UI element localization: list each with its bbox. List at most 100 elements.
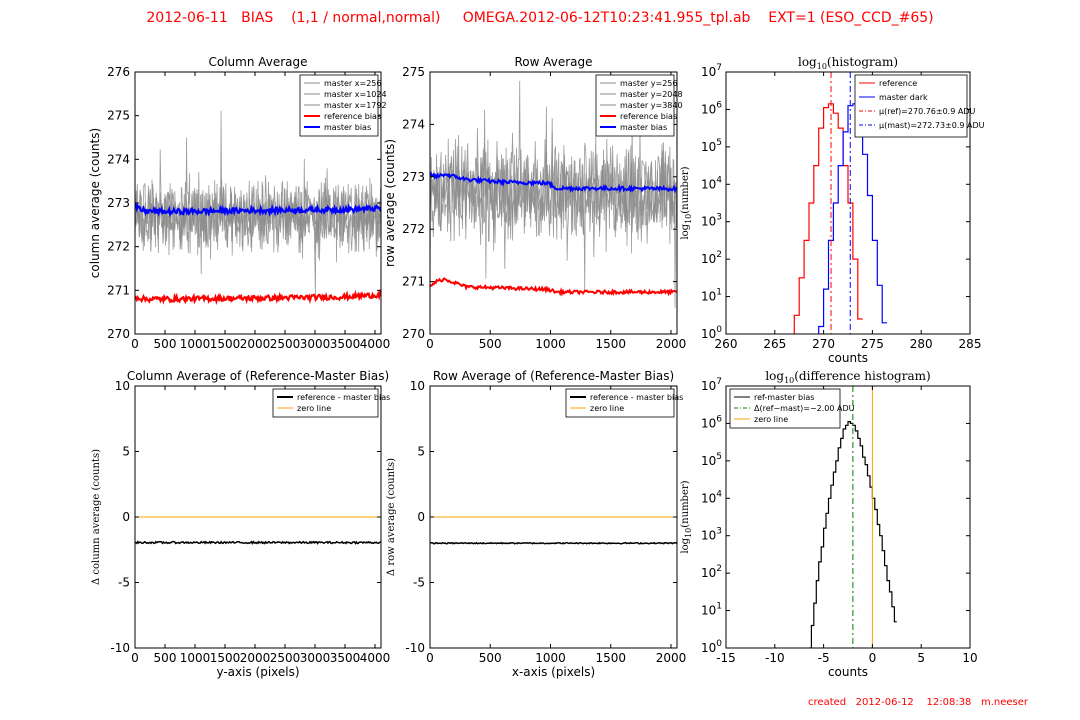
legend-label: reference bias: [620, 112, 677, 121]
x-tick-label: 500: [154, 337, 177, 351]
y-tick-label: -10: [110, 641, 130, 655]
legend-label: zero line: [590, 404, 624, 413]
y-tick-label: 106: [701, 100, 722, 116]
x-tick-label: 3500: [330, 337, 361, 351]
panel-diff_hist: -15 -10 -5 0 5 10 100 101 102 103 104 105 106 107 log1…: [680, 369, 978, 679]
x-tick-label: 0: [426, 651, 434, 665]
series-master-dark: [818, 103, 887, 334]
y-axis-label: log10(number): [680, 166, 693, 239]
x-tick-label: 4000: [360, 337, 391, 351]
x-tick-label: 1000: [535, 651, 566, 665]
y-tick-label: 10: [115, 379, 130, 393]
legend-box: [272, 388, 379, 418]
y-tick-label: 272: [107, 240, 130, 254]
y-tick-label: 102: [701, 250, 722, 266]
y-tick-label: 0: [122, 510, 130, 524]
y-tick-label: 107: [701, 377, 722, 393]
x-tick-label: 3000: [300, 651, 331, 665]
x-tick-label: 500: [479, 337, 502, 351]
plot-frame: [429, 71, 678, 335]
panel-col_diff: 0 500 1000 1500 2000 2500 3000 3500 4000 -10 -5 0 5 1…: [91, 369, 390, 679]
x-tick-label: 270: [812, 337, 835, 351]
series-reference-master-bias: [430, 541, 677, 545]
panel-title: Row Average: [514, 55, 592, 69]
y-tick-label: 10: [410, 379, 425, 393]
x-axis-label: y-axis (pixels): [216, 665, 299, 679]
x-tick-label: 0: [131, 337, 139, 351]
y-axis-label: Δ column average (counts): [91, 449, 102, 585]
series-master-x-1792: [135, 149, 381, 260]
panel-log_hist: 260 265 270 275 280 285 100 101 102 103 104 105 106 1…: [680, 55, 985, 365]
legend-label: μ(mast)=272.73±0.9 ADU: [879, 121, 985, 130]
legend-box: [854, 74, 968, 138]
y-tick-label: 104: [701, 489, 722, 505]
x-tick-label: 1500: [210, 651, 241, 665]
x-tick-label: 265: [763, 337, 786, 351]
panel-row_diff: 0 500 1000 1500 2000 -10 -5 0 5 10 Row Average of …: [386, 369, 686, 679]
y-tick-label: 273: [107, 196, 130, 210]
panel-col_avg: 0 500 1000 1500 2000 2500 3000 3500 4000 270 271 27…: [88, 55, 390, 351]
y-tick-label: 271: [107, 283, 130, 297]
legend-label: Δ(ref−mast)=−2.00 ADU: [754, 404, 855, 413]
x-tick-label: 0: [869, 651, 877, 665]
y-tick-label: 274: [107, 152, 130, 166]
y-tick-label: 275: [402, 65, 425, 79]
panel-title: log10(difference histogram): [765, 369, 930, 385]
x-tick-label: 0: [426, 337, 434, 351]
y-tick-label: 101: [701, 288, 722, 304]
y-tick-label: -5: [118, 576, 130, 590]
y-axis-label: Δ row average (counts): [386, 458, 397, 576]
series-master-bias: [430, 171, 677, 194]
x-tick-label: 1000: [180, 651, 211, 665]
legend-label: master x=1024: [324, 90, 387, 99]
y-tick-label: 275: [107, 109, 130, 123]
panel-title: Column Average: [208, 55, 307, 69]
panel-row_avg: 0 500 1000 1500 2000 270 271 272 273 274 275 Row Av…: [383, 55, 686, 351]
x-tick-label: 260: [715, 337, 738, 351]
x-tick-label: 2000: [656, 337, 687, 351]
y-tick-label: 272: [402, 222, 425, 236]
legend-label: μ(ref)=270.76±0.9 ADU: [879, 107, 975, 116]
y-tick-label: 100: [701, 639, 722, 655]
y-tick-label: 106: [701, 414, 722, 430]
plot-frame: [725, 385, 971, 649]
y-tick-label: 103: [701, 527, 722, 543]
x-tick-label: -10: [765, 651, 785, 665]
x-tick-label: 280: [910, 337, 933, 351]
y-tick-label: 5: [122, 445, 130, 459]
x-tick-label: -5: [818, 651, 830, 665]
y-tick-label: 104: [701, 175, 722, 191]
legend-label: master y=3840: [620, 101, 683, 110]
x-tick-label: 285: [959, 337, 982, 351]
y-tick-label: 270: [107, 327, 130, 341]
legend-label: master bias: [324, 123, 371, 132]
plot-area: [809, 386, 897, 648]
legend: reference - master bias zero line: [565, 388, 683, 418]
x-tick-label: 5: [917, 651, 925, 665]
y-tick-label: 276: [107, 65, 130, 79]
legend-label: master bias: [620, 123, 667, 132]
y-tick-label: 271: [402, 275, 425, 289]
legend-label: reference: [879, 79, 917, 88]
y-tick-label: 5: [417, 445, 425, 459]
x-tick-label: 4000: [360, 651, 391, 665]
y-tick-label: 105: [701, 452, 722, 468]
legend-label: zero line: [297, 404, 331, 413]
series-master-bias: [135, 202, 381, 218]
legend-label: reference bias: [324, 112, 381, 121]
series-reference: [793, 103, 863, 334]
x-tick-label: 2000: [656, 651, 687, 665]
plot-area: [430, 80, 677, 308]
legend-label: zero line: [754, 415, 788, 424]
x-tick-label: 500: [154, 651, 177, 665]
x-tick-label: 1000: [535, 337, 566, 351]
series-master-y-3840: [430, 106, 677, 308]
panel-title: log10(histogram): [798, 55, 898, 71]
plot-area: [135, 516, 381, 545]
y-tick-label: 101: [701, 602, 722, 618]
series-reference-bias: [430, 277, 677, 297]
x-tick-label: 2000: [240, 651, 271, 665]
legend: reference master dark μ(ref)=270.76±0.9 AD…: [854, 74, 985, 138]
legend-label: master y=256: [620, 79, 677, 88]
creation-footer: created 2012-06-12 12:08:38 m.neeser: [808, 697, 1028, 708]
